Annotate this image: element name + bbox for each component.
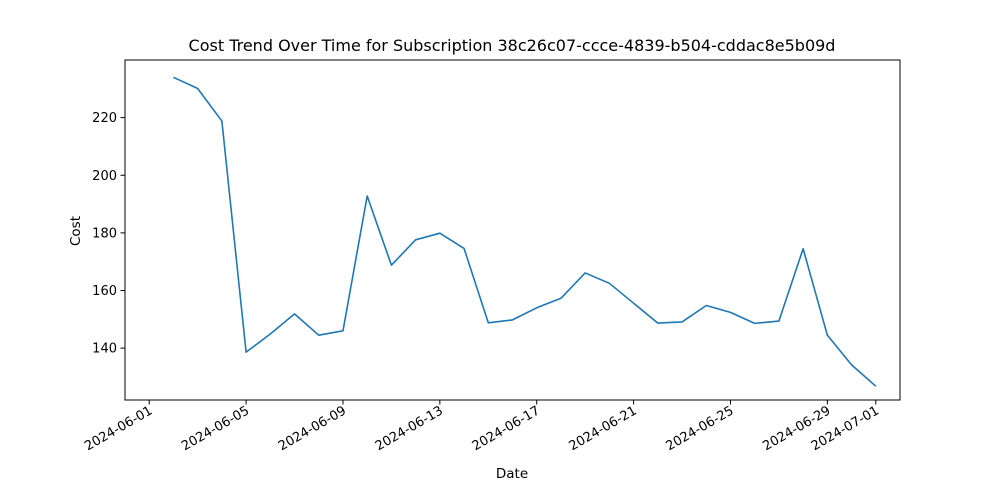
x-tick-label: 2024-06-01 [82, 403, 155, 454]
y-tick-label: 180 [92, 226, 117, 241]
x-tick-label: 2024-06-21 [567, 403, 640, 454]
series-line-0 [173, 76, 877, 387]
x-tick-label: 2024-06-05 [179, 403, 252, 454]
x-axis-label: Date [496, 466, 528, 482]
x-tick-label: 2024-06-25 [664, 403, 737, 454]
x-tick-label: 2024-06-13 [373, 403, 446, 454]
y-tick-label: 140 [92, 342, 117, 357]
y-tick-label: 160 [92, 284, 117, 299]
x-tick-label: 2024-06-17 [470, 403, 543, 454]
plot-area: 140 160 180 200 220 2024-06-01 2024-06-05 2024-… [82, 59, 901, 454]
y-tick-label: 220 [92, 111, 117, 126]
plot-frame [124, 59, 901, 401]
x-tick-label: 2024-06-09 [276, 403, 349, 454]
y-axis-label: Cost [68, 216, 84, 246]
y-tick-label: 200 [92, 169, 117, 184]
chart-title: Cost Trend Over Time for Subscription 38… [189, 36, 836, 55]
